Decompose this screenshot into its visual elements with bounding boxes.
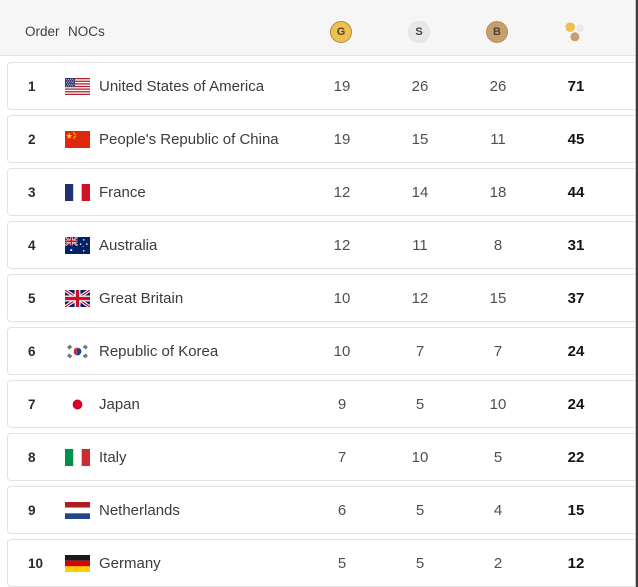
rank-number: 10	[28, 555, 44, 571]
noc-name: Italy	[99, 448, 127, 466]
noc-row[interactable]: 9 Netherlands 6 5 4 15	[7, 486, 638, 534]
total-count: 45	[567, 130, 585, 148]
rank-number: 2	[28, 131, 36, 147]
noc-name: Great Britain	[99, 289, 184, 307]
total-count: 22	[567, 448, 585, 466]
bronze-count: 26	[489, 77, 507, 95]
noc-cell: People's Republic of China	[56, 130, 303, 148]
gold-badge: G	[330, 20, 352, 43]
gold-count: 6	[337, 501, 347, 519]
noc-name: Republic of Korea	[99, 342, 219, 360]
noc-cell: United States of America	[56, 77, 303, 95]
silver-badge: S	[408, 20, 430, 43]
kor-flag-icon	[65, 342, 90, 360]
noc-name: Netherlands	[99, 501, 180, 519]
usa-flag-icon	[65, 77, 90, 95]
noc-row[interactable]: 3 France 12 14 18 44	[7, 168, 638, 216]
total-count: 24	[567, 342, 585, 360]
noc-row[interactable]: 7 Japan 9 5 10 24	[7, 380, 638, 428]
noc-name: Australia	[99, 236, 158, 254]
medal-dots-icon	[563, 20, 587, 44]
silver-count: 12	[411, 289, 429, 307]
bronze-count: 7	[493, 342, 503, 360]
gold-count: 12	[333, 236, 351, 254]
silver-count: 14	[411, 183, 429, 201]
total-count: 12	[567, 554, 585, 572]
gbr-flag-icon	[65, 289, 90, 307]
bronze-count: 15	[489, 289, 507, 307]
noc-name: France	[99, 183, 146, 201]
bronze-count: 8	[493, 236, 503, 254]
noc-name: People's Republic of China	[99, 130, 279, 148]
gold-count: 5	[337, 554, 347, 572]
noc-row[interactable]: 8 Italy 7 10 5 22	[7, 433, 638, 481]
medal-table-header: Order NOCs G S B	[0, 0, 638, 56]
nocs-column-header: NOCs	[68, 24, 105, 39]
gold-count: 7	[337, 448, 347, 466]
noc-row[interactable]: 4 Australia 12 11 8 31	[7, 221, 638, 269]
bronze-count: 5	[493, 448, 503, 466]
noc-row[interactable]: 5 Great Britain 10 12 15 37	[7, 274, 638, 322]
gold-count: 10	[333, 342, 351, 360]
bronze-count: 11	[490, 130, 506, 148]
rank-number: 9	[28, 502, 36, 518]
medal-table-body: 1 United States of America 19 26 26 71 2…	[0, 56, 638, 587]
order-column-header: Order	[25, 24, 60, 39]
noc-cell: Italy	[56, 448, 303, 466]
ned-flag-icon	[65, 501, 90, 519]
noc-cell: Australia	[56, 236, 303, 254]
rank-number: 7	[28, 396, 36, 412]
aus-flag-icon	[65, 236, 90, 254]
silver-count: 26	[411, 77, 429, 95]
silver-count: 11	[412, 236, 428, 254]
ger-flag-icon	[65, 554, 90, 572]
noc-name: Germany	[99, 554, 161, 572]
silver-count: 10	[411, 448, 429, 466]
gold-count: 9	[337, 395, 347, 413]
noc-name: United States of America	[99, 77, 265, 95]
total-count: 37	[567, 289, 585, 307]
total-count: 31	[567, 236, 585, 254]
bronze-count: 2	[493, 554, 503, 572]
noc-cell: France	[56, 183, 303, 201]
noc-row[interactable]: 6 Republic of Korea 10 7 7 24	[7, 327, 638, 375]
rank-number: 4	[28, 237, 36, 253]
rank-number: 3	[28, 184, 36, 200]
noc-name: Japan	[99, 395, 140, 413]
noc-cell: Republic of Korea	[56, 342, 303, 360]
rank-number: 8	[28, 449, 36, 465]
gold-count: 19	[333, 130, 351, 148]
rank-number: 5	[28, 290, 36, 306]
gold-count: 19	[333, 77, 351, 95]
silver-count: 5	[415, 395, 425, 413]
scrollbar[interactable]	[635, 0, 638, 587]
total-count: 44	[567, 183, 585, 201]
ita-flag-icon	[65, 448, 90, 466]
noc-cell: Japan	[56, 395, 303, 413]
bronze-count: 10	[489, 395, 507, 413]
noc-row[interactable]: 1 United States of America 19 26 26 71	[7, 62, 638, 110]
rank-number: 1	[28, 78, 36, 94]
fra-flag-icon	[65, 183, 90, 201]
noc-row[interactable]: 2 People's Republic of China 19 15 11 45	[7, 115, 638, 163]
noc-cell: Netherlands	[56, 501, 303, 519]
rank-number: 6	[28, 343, 36, 359]
bronze-badge: B	[486, 20, 508, 43]
bronze-count: 18	[489, 183, 507, 201]
bronze-count: 4	[493, 501, 503, 519]
total-count: 24	[567, 395, 585, 413]
noc-cell: Great Britain	[56, 289, 303, 307]
total-count: 15	[567, 501, 585, 519]
chn-flag-icon	[65, 130, 90, 148]
silver-count: 15	[411, 130, 429, 148]
noc-cell: Germany	[56, 554, 303, 572]
total-count: 71	[567, 77, 585, 95]
jpn-flag-icon	[65, 395, 90, 413]
gold-count: 12	[333, 183, 351, 201]
gold-count: 10	[333, 289, 351, 307]
silver-count: 5	[415, 554, 425, 572]
silver-count: 5	[415, 501, 425, 519]
silver-count: 7	[415, 342, 425, 360]
noc-row[interactable]: 10 Germany 5 5 2 12	[7, 539, 638, 587]
